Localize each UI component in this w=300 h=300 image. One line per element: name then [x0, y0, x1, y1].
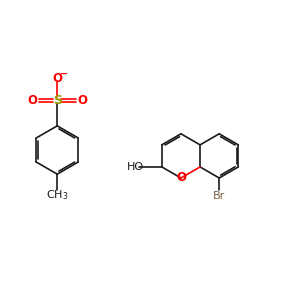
Text: Br: Br [213, 190, 225, 201]
Text: O: O [77, 94, 87, 107]
Text: O: O [27, 94, 37, 107]
Text: HO: HO [127, 162, 144, 172]
Text: S: S [53, 94, 62, 107]
Text: O: O [176, 172, 186, 184]
Text: CH$_3$: CH$_3$ [46, 188, 68, 202]
Text: −: − [60, 68, 68, 78]
Text: O: O [52, 72, 62, 85]
